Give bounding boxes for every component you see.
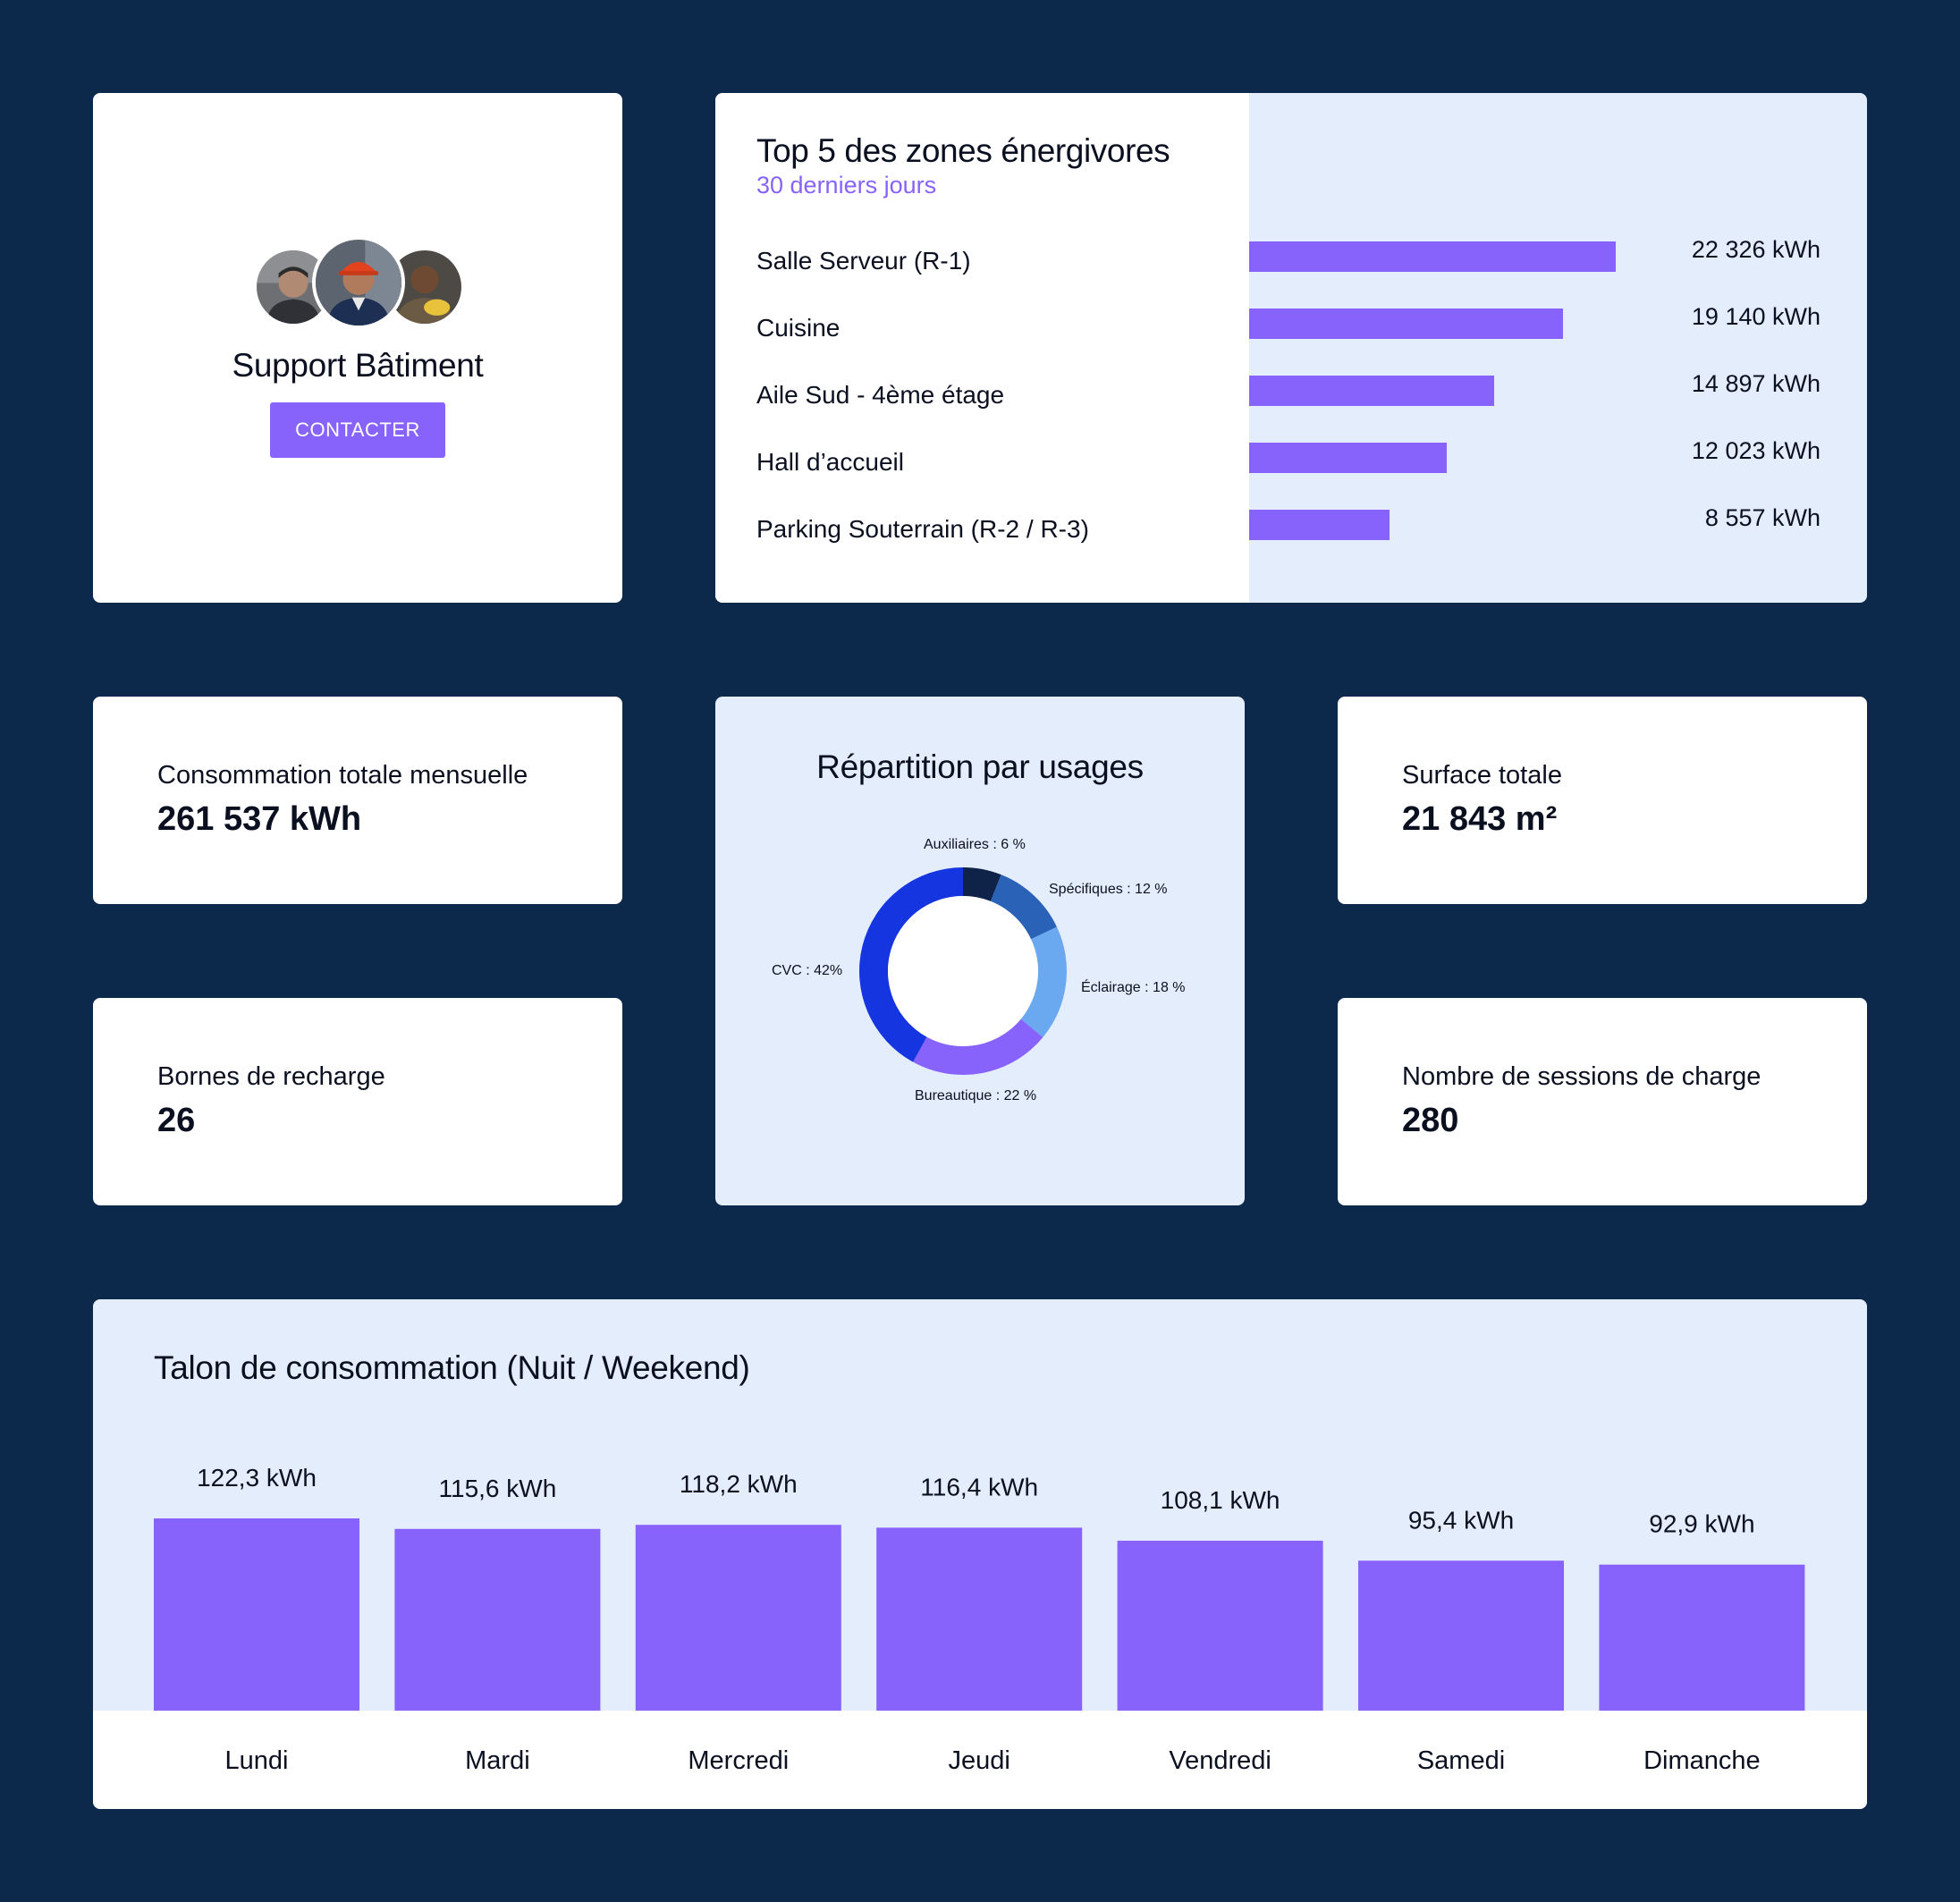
zone-bar xyxy=(1249,443,1447,473)
donut-slice xyxy=(1020,926,1067,1037)
zone-value: 14 897 kWh xyxy=(1691,370,1821,397)
baseline-day-label: Dimanche xyxy=(1643,1746,1761,1775)
donut-slice xyxy=(990,875,1057,940)
zone-value: 8 557 kWh xyxy=(1704,504,1821,531)
kpi-monthly-consumption: Consommation totale mensuelle 261 537 kW… xyxy=(93,697,622,904)
kpi-charging-sessions: Nombre de sessions de charge 280 xyxy=(1338,998,1867,1205)
contact-button[interactable]: CONTACTER xyxy=(270,402,445,458)
kpi-value: 21 843 m² xyxy=(1402,800,1558,838)
donut-slice-label: Bureautique : 22 % xyxy=(915,1088,1037,1103)
baseline-day-label: Mardi xyxy=(465,1746,530,1775)
baseline-consumption-card: Talon de consommation (Nuit / Weekend) 1… xyxy=(93,1299,1867,1809)
baseline-bar xyxy=(394,1528,601,1711)
technician-hardhat-avatar xyxy=(312,236,405,329)
usage-breakdown-title: Répartition par usages xyxy=(816,748,1144,785)
zone-value: 12 023 kWh xyxy=(1691,437,1821,464)
zone-bar xyxy=(1249,309,1563,339)
kpi-value: 261 537 kWh xyxy=(157,800,362,838)
donut-hole xyxy=(888,896,1038,1046)
zone-value: 22 326 kWh xyxy=(1691,236,1821,263)
zone-label: Aile Sud - 4ème étage xyxy=(756,381,1005,409)
kpi-label: Nombre de sessions de charge xyxy=(1402,1062,1761,1091)
donut-slice xyxy=(963,867,1001,901)
zone-value: 19 140 kWh xyxy=(1691,303,1821,330)
baseline-axis-panel xyxy=(93,1711,1867,1809)
kpi-label: Surface totale xyxy=(1402,761,1562,790)
zone-label: Parking Souterrain (R-2 / R-3) xyxy=(756,515,1089,543)
baseline-value-label: 108,1 kWh xyxy=(1161,1486,1280,1514)
baseline-day-label: Mercredi xyxy=(688,1746,789,1775)
top-zones-title: Top 5 des zones énergivores xyxy=(756,132,1170,169)
support-avatars xyxy=(93,236,622,334)
baseline-value-label: 92,9 kWh xyxy=(1649,1510,1754,1538)
kpi-label: Bornes de recharge xyxy=(157,1062,385,1091)
baseline-bar-chart: 122,3 kWh Lundi 115,6 kWh Mardi 118,2 kWh Mer… xyxy=(154,1464,1805,1775)
donut-slice-label: Auxiliaires : 6 % xyxy=(924,837,1026,852)
zone-bar xyxy=(1249,376,1494,406)
baseline-day-label: Jeudi xyxy=(949,1746,1010,1775)
top-zones-subtitle: 30 derniers jours xyxy=(756,172,937,199)
kpi-total-surface: Surface totale 21 843 m² xyxy=(1338,697,1867,904)
baseline-bar xyxy=(876,1527,1083,1711)
baseline-value-label: 115,6 kWh xyxy=(439,1475,557,1502)
kpi-charging-stations: Bornes de recharge 26 xyxy=(93,998,622,1205)
zone-label: Hall d’accueil xyxy=(756,448,904,476)
baseline-day-label: Samedi xyxy=(1417,1746,1505,1775)
top-zones-label-panel xyxy=(715,93,1249,603)
baseline-day-label: Vendredi xyxy=(1169,1746,1271,1775)
baseline-value-label: 116,4 kWh xyxy=(920,1473,1038,1500)
zone-label: Cuisine xyxy=(756,314,841,342)
donut-slice-label: Spécifiques : 12 % xyxy=(1049,882,1168,897)
baseline-value-label: 118,2 kWh xyxy=(680,1470,798,1498)
baseline-value-label: 95,4 kWh xyxy=(1408,1506,1514,1534)
kpi-label: Consommation totale mensuelle xyxy=(157,761,528,790)
donut-slice-label: CVC : 42% xyxy=(772,963,843,978)
zone-bar xyxy=(1249,241,1616,272)
zone-label: Salle Serveur (R-1) xyxy=(756,247,971,275)
baseline-bar xyxy=(635,1525,841,1711)
baseline-value-label: 122,3 kWh xyxy=(197,1464,317,1492)
usage-donut-chart xyxy=(859,867,1067,1075)
worker-avatar xyxy=(253,247,334,327)
baseline-bar xyxy=(1599,1564,1805,1711)
top-zones-card: Top 5 des zones énergivores 30 derniers … xyxy=(715,93,1867,603)
baseline-bar xyxy=(1358,1560,1564,1711)
baseline-bar xyxy=(154,1518,359,1711)
baseline-day-label: Lundi xyxy=(225,1746,289,1775)
kpi-value: 26 xyxy=(157,1102,196,1139)
baseline-consumption-title: Talon de consommation (Nuit / Weekend) xyxy=(154,1349,750,1386)
zone-bar xyxy=(1249,510,1390,540)
donut-slice xyxy=(859,867,963,1062)
support-card: Support Bâtiment CONTACTER xyxy=(93,93,622,603)
usage-breakdown-card: Répartition par usages Auxiliaires : 6 %… xyxy=(715,697,1245,1205)
donut-slice xyxy=(913,1019,1043,1075)
donut-slice-label: Éclairage : 18 % xyxy=(1081,980,1186,995)
baseline-bar xyxy=(1117,1540,1323,1711)
support-title: Support Bâtiment xyxy=(232,347,484,384)
kpi-value: 280 xyxy=(1402,1102,1459,1139)
